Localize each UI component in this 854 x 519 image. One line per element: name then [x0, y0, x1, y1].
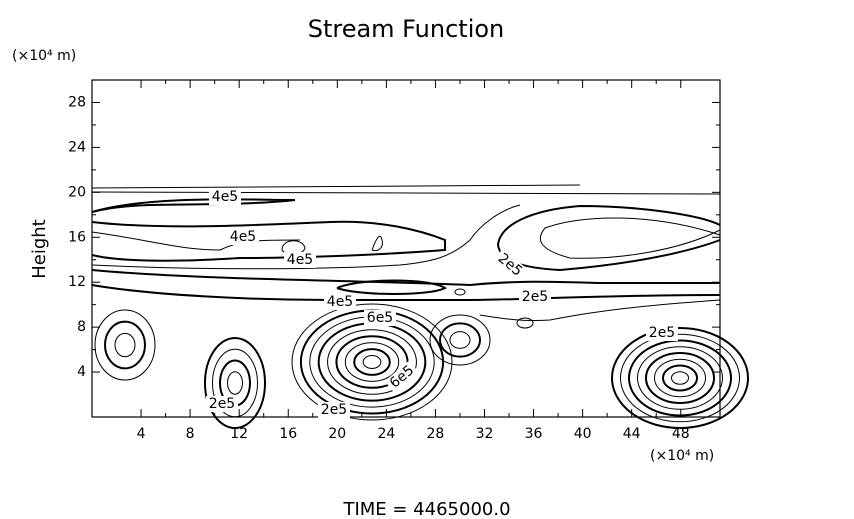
contour-label: 4e5 — [212, 189, 238, 205]
contour-label-bg — [519, 289, 551, 305]
y-tick-label: 4 — [77, 364, 86, 380]
contour-line — [91, 220, 446, 262]
x-tick-label: 8 — [186, 426, 195, 442]
contour-line — [91, 204, 521, 270]
x-tick-label: 36 — [525, 426, 543, 442]
y-tick-label: 20 — [68, 184, 86, 200]
plot-frame — [91, 79, 721, 418]
contour-line — [227, 371, 243, 395]
contour-line — [114, 332, 136, 358]
contour-line — [496, 204, 721, 272]
x-tick-label: 44 — [623, 426, 641, 442]
contour-label-bg — [364, 310, 396, 326]
contour-line — [429, 314, 491, 366]
contour-label-bg — [206, 396, 238, 412]
contour-line — [371, 235, 383, 251]
footer: TIME = 4465000.0 — [342, 499, 510, 519]
contour-label-bg — [324, 294, 356, 310]
x-tick-label: 32 — [476, 426, 494, 442]
contour-label: 2e5 — [321, 402, 347, 418]
contour-label-bg — [284, 252, 316, 268]
contour-line — [91, 191, 721, 195]
contour-line — [662, 364, 698, 392]
contour-line — [94, 309, 156, 381]
contour-label: 4e5 — [230, 229, 256, 245]
contour-line — [611, 327, 749, 429]
contour-line — [637, 346, 723, 410]
contour-label-bg — [209, 189, 241, 205]
y-axis-label: Height — [29, 219, 50, 279]
y-tick-label: 24 — [68, 139, 86, 155]
contour-line — [654, 358, 706, 398]
x-tick-label: 28 — [427, 426, 445, 442]
contour-label-bg — [646, 325, 678, 341]
contour-line — [212, 348, 258, 418]
contour-label: 2e5 — [209, 396, 235, 412]
contour-line — [344, 342, 400, 382]
contour-line — [645, 352, 715, 404]
chart-title: Stream Function — [308, 15, 505, 43]
contour-label-bg — [227, 229, 259, 245]
contour-line — [91, 269, 720, 287]
contour-line — [327, 329, 417, 395]
contour-line — [516, 317, 534, 329]
contour-label: 4e5 — [287, 252, 313, 268]
contour-line — [104, 320, 146, 370]
y-unit: (×10⁴ m) — [12, 48, 76, 64]
contour-label: 2e5 — [649, 325, 675, 341]
y-tick-label: 12 — [68, 274, 86, 290]
y-tick-label: 16 — [68, 229, 86, 245]
contour-line — [449, 331, 471, 349]
x-tick-label: 40 — [574, 426, 592, 442]
x-tick-label: 4 — [137, 426, 146, 442]
y-tick-label: 8 — [77, 319, 86, 335]
x-tick-label: 20 — [328, 426, 346, 442]
y-tick-label: 28 — [68, 94, 86, 110]
x-tick-label: 12 — [230, 426, 248, 442]
contour-line — [620, 333, 740, 423]
contour-line — [479, 299, 721, 322]
contour-line — [336, 279, 447, 295]
contour-line — [439, 322, 481, 358]
contour-line — [91, 184, 581, 189]
contour-label-bg — [492, 248, 528, 282]
x-unit: (×10⁴ m) — [650, 448, 714, 464]
contour-line — [91, 231, 301, 251]
contour-label-bg — [318, 402, 350, 418]
contour-line — [454, 288, 466, 296]
x-tick-label: 24 — [377, 426, 395, 442]
contour-line — [628, 339, 732, 417]
contour-line — [362, 355, 382, 369]
contour-line — [91, 198, 296, 213]
contours — [91, 184, 749, 429]
contour-line — [671, 371, 689, 385]
contour-line — [309, 316, 435, 408]
contour-line — [204, 337, 266, 429]
contour-label: 2e5 — [522, 289, 548, 305]
contour-line — [539, 217, 721, 259]
x-tick-label: 16 — [279, 426, 297, 442]
contour-line — [91, 284, 721, 302]
contour-line — [353, 348, 391, 376]
contour-label: 6e5 — [367, 310, 393, 326]
x-tick-label: 48 — [672, 426, 690, 442]
contour-label-bg — [384, 360, 420, 394]
contour-label: 4e5 — [327, 294, 353, 310]
contour-line — [291, 303, 453, 421]
